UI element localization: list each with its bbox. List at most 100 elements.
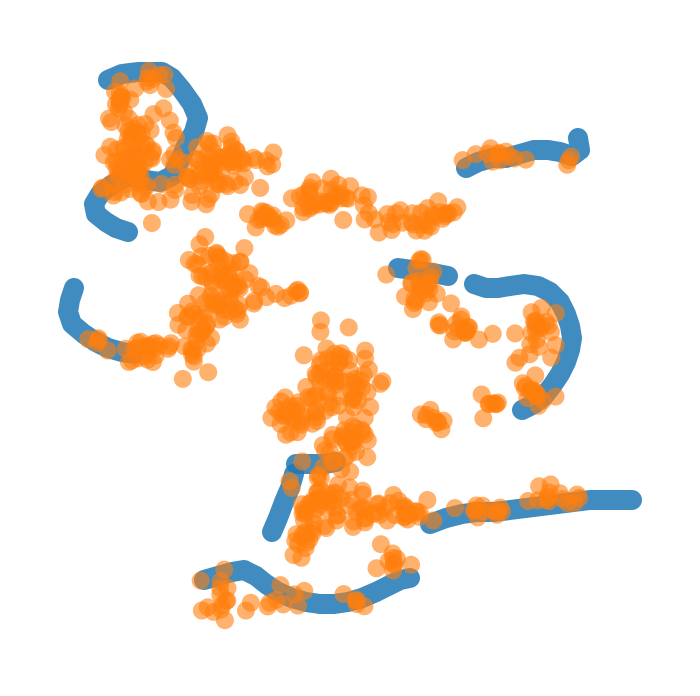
orange-point — [183, 186, 202, 204]
orange-point — [341, 462, 360, 481]
orange-point — [293, 504, 312, 523]
orange-point — [308, 412, 327, 431]
orange-point — [419, 215, 438, 234]
orange-point — [199, 363, 218, 382]
orange-point — [418, 491, 437, 509]
orange-point — [277, 425, 295, 444]
orange-point — [166, 129, 185, 147]
orange-point — [272, 392, 291, 411]
orange-point — [355, 597, 374, 616]
orange-point — [510, 348, 529, 367]
orange-point — [355, 425, 374, 444]
orange-point — [298, 193, 317, 212]
orange-point — [430, 203, 449, 222]
orange-point — [400, 505, 419, 524]
orange-point — [264, 143, 283, 162]
orange-point — [198, 132, 217, 150]
orange-point — [413, 250, 432, 269]
orange-point — [402, 555, 421, 574]
orange-point — [321, 442, 339, 461]
orange-point — [562, 147, 581, 166]
orange-point — [138, 338, 157, 357]
orange-point — [316, 194, 335, 213]
orange-point — [474, 409, 493, 428]
orange-point — [122, 351, 141, 370]
orange-point — [444, 330, 463, 349]
orange-point — [229, 277, 248, 296]
orange-point — [329, 396, 348, 415]
orange-point — [522, 303, 541, 322]
orange-point — [192, 601, 211, 620]
orange-point — [318, 361, 337, 380]
orange-point — [144, 353, 162, 371]
orange-point — [267, 590, 286, 609]
orange-point — [442, 294, 460, 313]
orange-point — [405, 289, 424, 308]
orange-point — [275, 407, 294, 426]
orange-point — [287, 282, 306, 301]
orange-point — [257, 203, 275, 222]
orange-point — [314, 457, 333, 476]
orange-point — [266, 216, 284, 235]
orange-point — [110, 165, 129, 184]
orange-point — [79, 330, 98, 349]
orange-point — [191, 571, 210, 590]
orange-point — [128, 173, 147, 192]
orange-point — [341, 382, 360, 401]
orange-point — [157, 80, 176, 98]
orange-point — [469, 330, 488, 349]
orange-point — [359, 360, 378, 379]
orange-point — [160, 111, 179, 130]
orange-point — [211, 572, 230, 591]
orange-point — [505, 149, 524, 168]
orange-point — [180, 170, 199, 188]
orange-point — [215, 300, 233, 319]
orange-point — [541, 323, 560, 341]
orange-point — [285, 585, 304, 604]
orange-point — [427, 413, 446, 432]
orange-point — [339, 496, 358, 515]
orange-point — [369, 223, 388, 242]
orange-point — [483, 324, 502, 343]
orange-point — [193, 267, 212, 286]
orange-point — [251, 178, 270, 197]
orange-point — [459, 317, 478, 336]
orange-point — [429, 313, 448, 332]
orange-point — [373, 372, 392, 391]
orange-point — [367, 559, 386, 578]
orange-point — [183, 302, 202, 321]
orange-point — [377, 265, 396, 284]
orange-point — [190, 235, 209, 254]
orange-point — [308, 482, 327, 501]
orange-point — [553, 490, 572, 508]
orange-point — [271, 576, 290, 595]
orange-point — [355, 210, 374, 229]
orange-point — [129, 127, 148, 146]
orange-point — [420, 293, 438, 312]
orange-point — [516, 376, 535, 395]
orange-point — [353, 485, 372, 504]
orange-point — [162, 334, 180, 353]
orange-point — [168, 150, 187, 169]
blue-series-segment — [464, 274, 582, 420]
orange-point — [144, 105, 163, 124]
orange-point — [294, 346, 313, 365]
orange-point — [354, 196, 373, 215]
orange-point — [149, 193, 168, 211]
orange-point — [472, 385, 491, 404]
orange-point — [173, 369, 192, 388]
orange-point — [142, 149, 161, 168]
series-orange-layer — [79, 61, 589, 630]
orange-point — [296, 522, 315, 541]
orange-point — [542, 348, 561, 367]
orange-point — [236, 601, 255, 620]
orange-point — [521, 335, 540, 354]
orange-point — [235, 239, 254, 258]
orange-point — [296, 539, 315, 557]
orange-point — [212, 148, 231, 167]
orange-point — [368, 503, 387, 521]
orange-point — [211, 585, 230, 604]
orange-point — [230, 296, 249, 315]
orange-point — [527, 317, 546, 336]
orange-point — [506, 324, 525, 343]
